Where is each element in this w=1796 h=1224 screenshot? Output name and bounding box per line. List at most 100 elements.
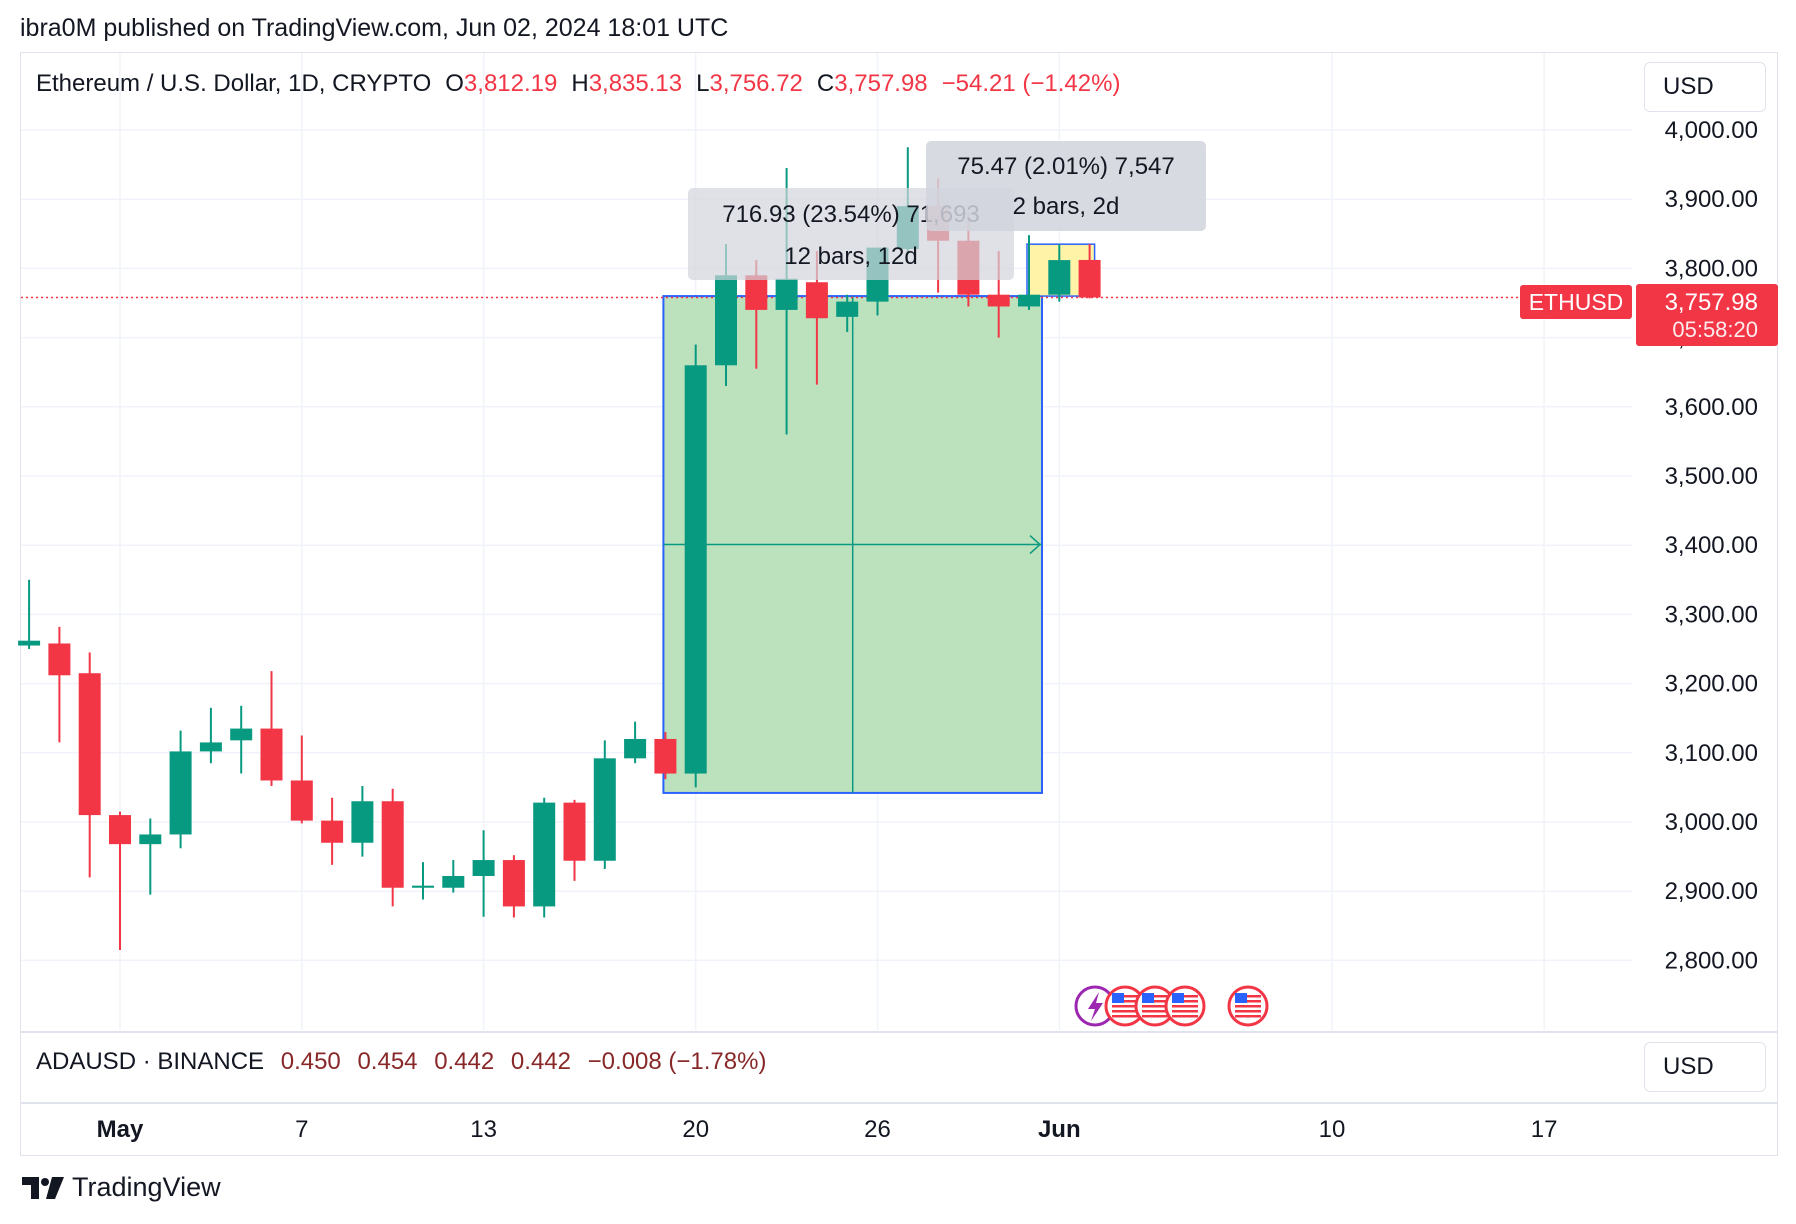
candle [48,626,71,743]
flag-canton [1235,993,1247,1003]
candle-body [18,640,41,646]
measure-1-arrow [1029,534,1042,555]
candle-body [48,643,71,676]
y-tick-label: 2,900.00 [1665,878,1758,905]
candle-body [381,801,404,888]
candle-body [199,742,222,752]
lightning-bolt [1088,992,1103,1021]
candle [563,799,586,881]
flag-stripe [1112,995,1138,998]
candle [199,707,222,764]
candle-body [836,301,859,317]
flag-stripe [1142,1010,1168,1013]
x-tick-label: Jun [1038,1116,1081,1143]
candle [230,705,253,774]
sub-legend: ADAUSD · BINANCE 0.450 0.454 0.442 0.442… [36,1048,766,1076]
sub-currency-button[interactable]: USD [1644,1042,1766,1092]
candle-body [745,275,768,310]
candle-body [563,802,586,861]
tradingview-brand[interactable]: TradingView [22,1172,221,1203]
y-tick-label: 3,600.00 [1665,394,1758,421]
candle-body [139,834,162,845]
candle [109,811,131,951]
currency-button[interactable]: USD [1644,62,1766,112]
candle-body [775,278,798,310]
candle [684,344,707,788]
flag-stripe [1112,1005,1138,1008]
x-tick-label: 17 [1531,1116,1558,1143]
us-flag-event-icon-4[interactable] [1227,985,1269,1027]
flag-stripe [1172,1015,1198,1018]
candle-body [109,815,131,845]
candle-body [533,802,556,907]
x-tick-label: 13 [470,1116,497,1143]
x-tick-label: 7 [295,1116,308,1143]
candle [381,788,404,907]
y-tick-label: 3,100.00 [1665,740,1758,767]
candle-body [321,820,344,843]
flag-stripe [1112,1010,1138,1013]
candle [1078,244,1101,299]
flag-stripe [1172,995,1198,998]
candle-body [412,885,434,888]
y-tick-label: 3,400.00 [1665,532,1758,559]
y-tick-label: 3,000.00 [1665,809,1758,836]
candle [260,671,283,787]
measure-2-line1: 75.47 (2.01%) 7,547 [957,153,1175,180]
open-label: O [445,70,464,97]
open-value: 3,812.19 [463,70,558,97]
candle-body [593,758,616,861]
candle [654,732,677,780]
flag-stripe [1235,1010,1261,1013]
candle-body [290,780,313,821]
brand-name: TradingView [72,1172,221,1202]
tradingview-logo-icon [22,1176,64,1199]
candle [502,855,525,918]
candle [472,830,495,917]
x-tick-label: 10 [1319,1116,1346,1143]
us-flag-event-icon-2[interactable] [1134,985,1176,1027]
candle-body [442,875,465,888]
flag-canton [1142,993,1154,1003]
candle-body [1078,259,1101,298]
y-tick-label: 3,900.00 [1665,186,1758,213]
price-tag-bg [1636,284,1778,346]
sub-open: 0.450 [280,1048,341,1075]
symbol-title: Ethereum / U.S. Dollar, 1D, CRYPTO [36,70,432,97]
candle-body [684,365,707,774]
y-tick-label: 3,200.00 [1665,671,1758,698]
y-tick-label: 2,800.00 [1665,947,1758,974]
high-value: 3,835.13 [588,70,683,97]
symbol-legend: Ethereum / U.S. Dollar, 1D, CRYPTO O3,812… [36,70,1120,98]
y-tick-label: 3,300.00 [1665,601,1758,628]
candle [78,652,101,878]
sub-change: −0.008 (−1.78%) [587,1048,767,1075]
symbol-tag: ETHUSD [1529,289,1624,315]
measure-1-line2: 12 bars, 12d [784,243,917,270]
candle-body [1048,260,1071,295]
x-tick-label: 20 [682,1116,709,1143]
candle-body [654,738,677,774]
y-tick-label: 4,000.00 [1665,117,1758,144]
sub-low: 0.442 [434,1048,495,1075]
flag-stripe [1142,1000,1168,1003]
candle [169,730,192,849]
candle [593,740,616,870]
chart-panel [20,52,1778,1156]
us-flag-event-icon-3[interactable] [1164,985,1206,1027]
candle [412,862,434,900]
flag-canton [1172,993,1184,1003]
low-value: 3,756.72 [709,70,803,97]
candle [442,860,465,893]
candle-body [624,738,647,759]
flag-stripe [1172,1005,1198,1008]
x-tick-label: May [97,1116,144,1143]
candle [1048,244,1071,302]
candle [290,735,313,824]
flag-stripe [1235,1005,1261,1008]
candle-body [805,282,828,319]
price-tag-value: 3,757.98 [1665,289,1758,316]
close-value: 3,757.98 [834,70,928,97]
candle-body [78,673,101,816]
